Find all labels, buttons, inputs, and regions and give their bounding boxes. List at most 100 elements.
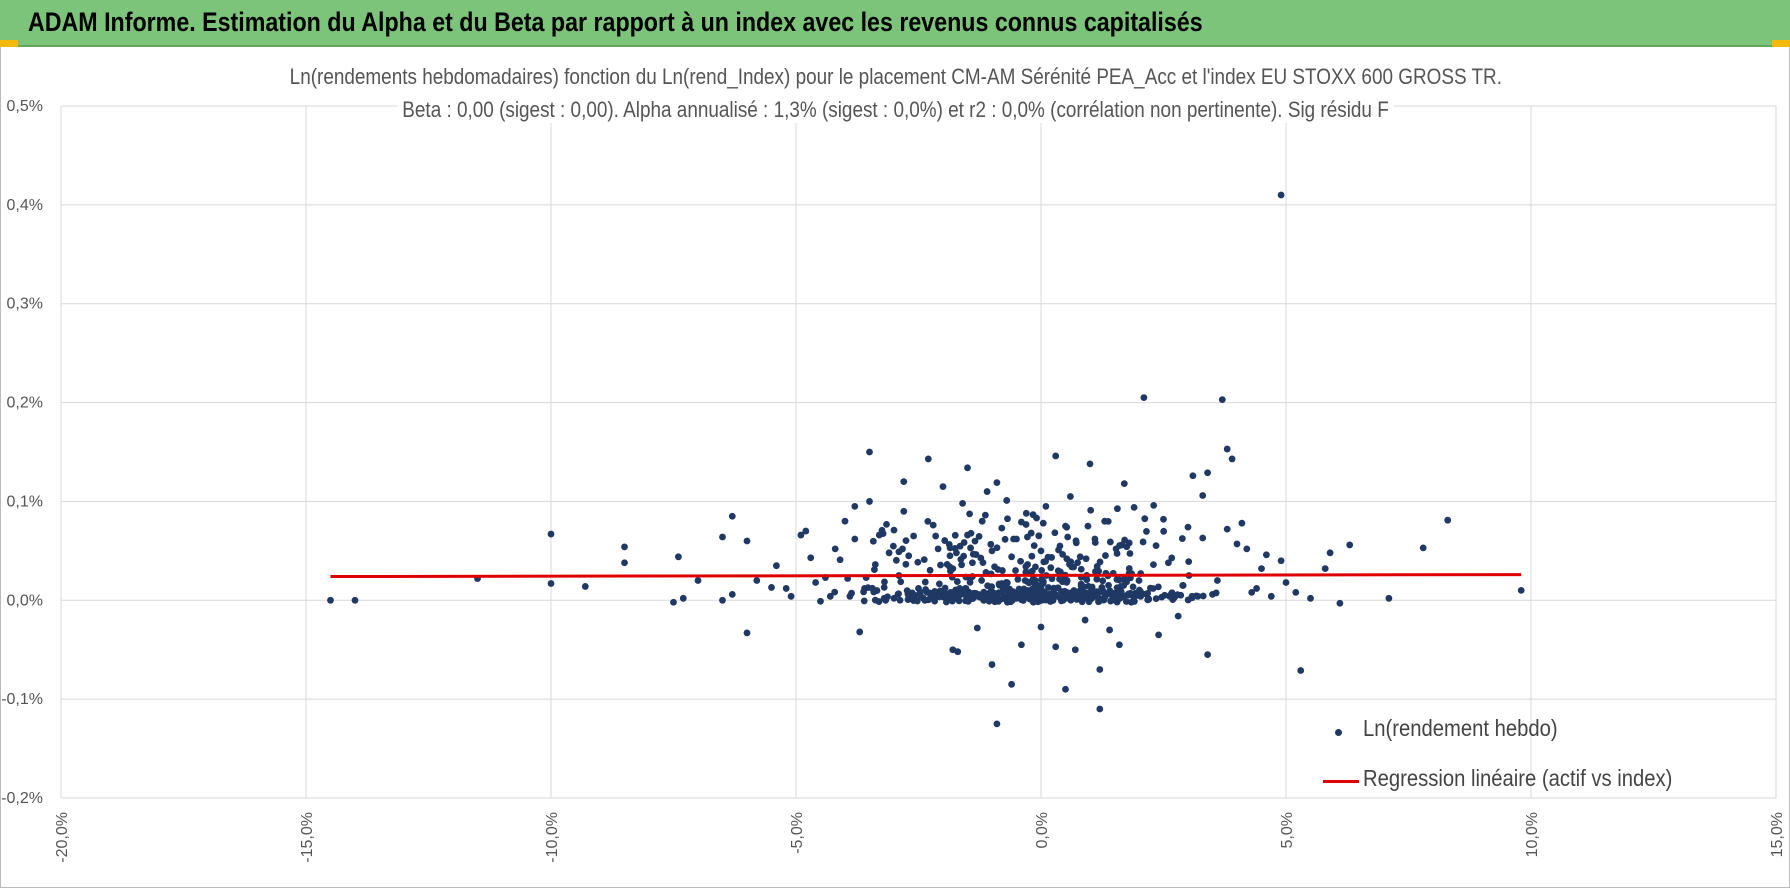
data-point xyxy=(1072,537,1080,545)
data-point xyxy=(1052,643,1060,651)
data-point xyxy=(866,448,873,456)
data-point xyxy=(675,553,682,561)
data-point xyxy=(995,589,1003,597)
data-point xyxy=(920,556,928,564)
data-point xyxy=(902,560,910,568)
chart-title-line2: Beta : 0,00 (sigest : 0,00). Alpha annua… xyxy=(1,97,1790,123)
data-point xyxy=(1077,580,1085,588)
x-tick-label: 10,0% xyxy=(1524,812,1541,857)
data-point xyxy=(866,498,873,505)
data-point xyxy=(1113,576,1121,583)
data-point xyxy=(889,542,897,550)
data-point xyxy=(1138,590,1146,598)
data-point xyxy=(836,556,844,564)
data-point xyxy=(807,554,815,562)
data-point xyxy=(1178,535,1186,542)
data-point xyxy=(1063,578,1071,586)
data-point xyxy=(817,597,824,605)
data-point xyxy=(910,532,917,540)
data-point xyxy=(1228,455,1236,463)
y-tick-label: 0,0% xyxy=(7,592,43,609)
data-point xyxy=(1107,597,1115,605)
data-point xyxy=(1169,596,1177,603)
data-point xyxy=(1018,518,1025,526)
data-point xyxy=(812,579,819,586)
data-point xyxy=(1204,469,1211,477)
data-point xyxy=(1056,542,1064,550)
data-point xyxy=(1087,506,1095,514)
data-point xyxy=(1139,538,1147,546)
data-point xyxy=(1063,523,1071,531)
data-point xyxy=(1101,593,1109,601)
data-point xyxy=(1243,545,1251,553)
data-point xyxy=(1105,581,1112,589)
data-point xyxy=(1189,472,1197,480)
legend-marker-dot-icon xyxy=(1335,729,1342,736)
data-point xyxy=(1277,557,1285,565)
data-point xyxy=(1012,567,1019,574)
data-point xyxy=(1233,540,1241,548)
data-point xyxy=(1082,555,1090,563)
data-point xyxy=(1096,558,1104,566)
legend-label-points: Ln(rendement hebdo) xyxy=(1363,715,1558,741)
data-point xyxy=(1034,582,1042,589)
data-point xyxy=(1126,550,1134,557)
data-point xyxy=(1096,705,1104,713)
data-point xyxy=(1160,527,1168,535)
data-point xyxy=(1140,394,1148,402)
data-point xyxy=(988,547,996,555)
data-point xyxy=(1074,559,1081,567)
data-point xyxy=(1054,567,1062,575)
data-point xyxy=(1067,493,1074,500)
data-point xyxy=(1008,588,1016,595)
data-point xyxy=(900,478,908,486)
y-tick-label: 0,1% xyxy=(7,493,43,510)
data-point xyxy=(860,597,868,605)
data-point xyxy=(1045,584,1052,591)
data-point xyxy=(881,578,888,586)
data-point xyxy=(1267,592,1275,600)
data-point xyxy=(942,598,950,606)
data-point xyxy=(971,537,979,545)
x-tick-label: -10,0% xyxy=(544,812,561,863)
data-point xyxy=(941,584,949,592)
data-point xyxy=(932,532,940,540)
data-point xyxy=(1076,553,1084,561)
data-point xyxy=(848,589,855,597)
data-point xyxy=(1116,542,1124,549)
data-point xyxy=(1022,563,1030,570)
data-point xyxy=(1072,594,1080,602)
x-tick-label: -5,0% xyxy=(789,812,806,854)
data-point xyxy=(926,566,934,574)
data-point xyxy=(351,596,359,604)
data-point xyxy=(1253,585,1260,592)
data-point xyxy=(327,596,334,604)
data-point xyxy=(856,628,864,636)
data-point xyxy=(882,597,890,604)
data-point xyxy=(1192,592,1200,600)
data-point xyxy=(969,550,977,558)
data-point xyxy=(897,578,905,586)
data-point xyxy=(937,561,944,569)
data-point xyxy=(1154,583,1162,591)
data-point xyxy=(1003,579,1011,587)
data-point xyxy=(964,464,971,472)
data-point xyxy=(797,531,805,539)
data-point xyxy=(1022,568,1030,576)
data-point xyxy=(967,529,975,537)
data-point xyxy=(983,488,991,495)
report-title: ADAM Informe. Estimation du Alpha et du … xyxy=(28,7,1203,37)
data-point xyxy=(869,537,877,545)
data-point xyxy=(1037,623,1045,631)
regression-line xyxy=(330,573,1522,579)
data-point xyxy=(902,537,910,545)
data-point xyxy=(1102,552,1109,559)
data-point xyxy=(1385,594,1393,602)
data-point xyxy=(1121,536,1129,544)
data-point xyxy=(946,552,954,560)
data-point xyxy=(1095,589,1103,596)
data-point xyxy=(621,559,628,567)
data-point xyxy=(1155,631,1162,639)
data-point xyxy=(954,648,962,656)
data-point xyxy=(1038,576,1045,583)
